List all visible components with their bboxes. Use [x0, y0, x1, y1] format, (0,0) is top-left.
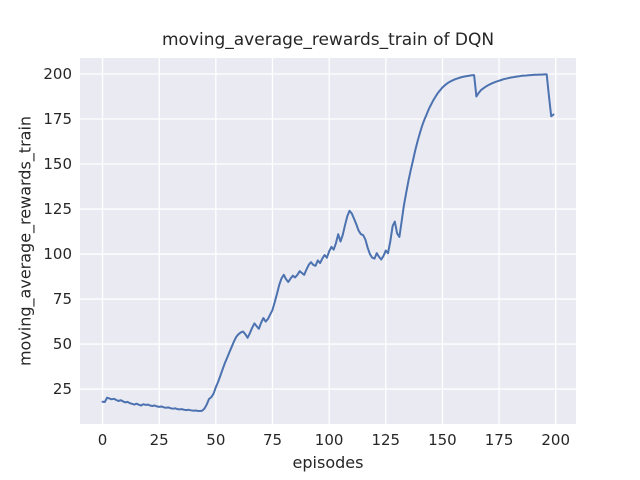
y-tick-label: 50	[52, 335, 72, 354]
x-tick-label: 175	[484, 431, 514, 449]
chart-title: moving_average_rewards_train of DQN	[161, 30, 495, 50]
y-axis-label: moving_average_rewards_train	[15, 115, 35, 367]
x-tick-label: 200	[541, 431, 571, 449]
x-tick-label: 125	[371, 431, 401, 449]
x-tick-label: 25	[149, 431, 169, 449]
y-tick-label: 200	[43, 65, 72, 84]
x-tick-label: 75	[262, 431, 283, 449]
x-axis-label: episodes	[292, 453, 364, 472]
axes-background	[80, 58, 576, 424]
y-tick-label: 100	[43, 245, 72, 264]
y-tick-label: 75	[52, 290, 72, 309]
y-tick-label: 150	[43, 155, 72, 174]
y-tick-label: 125	[43, 200, 72, 219]
x-tick-label: 150	[428, 431, 457, 449]
x-tick-label: 0	[97, 431, 108, 449]
series-line	[101, 73, 555, 412]
x-tick-label: 50	[206, 431, 226, 449]
y-tick-label: 25	[52, 380, 72, 399]
x-tick-label: 100	[314, 431, 344, 449]
y-tick-label: 175	[43, 110, 72, 129]
